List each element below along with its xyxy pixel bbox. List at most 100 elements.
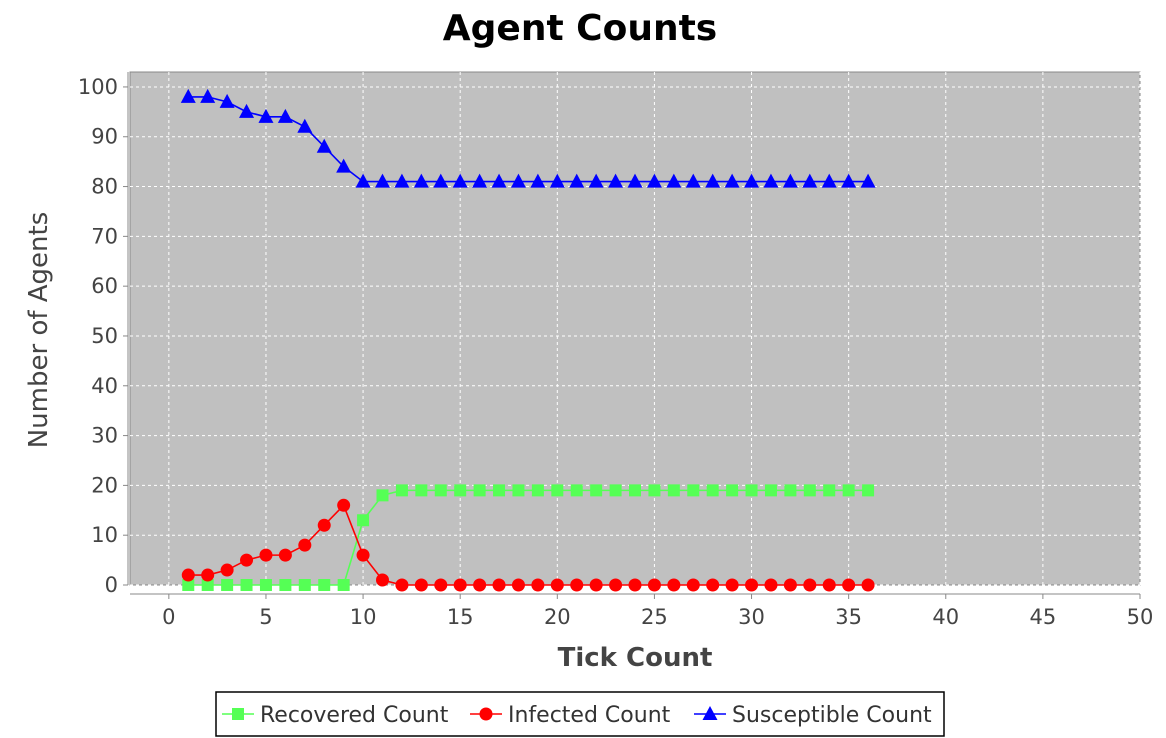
data-point-infected-count bbox=[861, 578, 875, 592]
x-tick-label: 35 bbox=[835, 605, 862, 629]
data-point-recovered-count bbox=[862, 484, 875, 497]
legend-marker-infected-count bbox=[479, 707, 493, 721]
y-tick-label: 30 bbox=[91, 424, 118, 448]
x-tick-label: 45 bbox=[1030, 605, 1057, 629]
data-point-infected-count bbox=[453, 578, 467, 592]
x-tick-label: 15 bbox=[447, 605, 474, 629]
data-point-infected-count bbox=[783, 578, 797, 592]
x-tick-label: 10 bbox=[350, 605, 377, 629]
data-point-recovered-count bbox=[570, 484, 583, 497]
data-point-susceptible-count bbox=[627, 173, 643, 188]
data-point-recovered-count bbox=[551, 484, 564, 497]
data-point-infected-count bbox=[822, 578, 836, 592]
data-point-susceptible-count bbox=[355, 173, 371, 188]
data-point-recovered-count bbox=[726, 484, 739, 497]
data-point-infected-count bbox=[201, 568, 215, 582]
x-tick-label: 5 bbox=[259, 605, 272, 629]
legend-label-recovered-count: Recovered Count bbox=[260, 703, 449, 728]
data-point-infected-count bbox=[725, 578, 739, 592]
data-point-susceptible-count bbox=[452, 173, 468, 188]
data-point-recovered-count bbox=[784, 484, 797, 497]
data-point-infected-count bbox=[667, 578, 681, 592]
data-point-infected-count bbox=[356, 548, 370, 562]
data-point-recovered-count bbox=[764, 484, 777, 497]
data-point-susceptible-count bbox=[530, 173, 546, 188]
data-point-susceptible-count bbox=[336, 158, 352, 173]
data-point-infected-count bbox=[240, 553, 254, 567]
data-point-recovered-count bbox=[221, 579, 234, 591]
x-axis-label: Tick Count bbox=[558, 643, 713, 673]
legend: Recovered Count Infected Count Susceptible… bbox=[215, 691, 945, 737]
data-point-infected-count bbox=[181, 568, 195, 582]
data-point-susceptible-count bbox=[472, 173, 488, 188]
data-point-susceptible-count bbox=[239, 103, 255, 118]
data-point-susceptible-count bbox=[763, 173, 779, 188]
data-point-infected-count bbox=[376, 573, 389, 587]
y-tick-label: 70 bbox=[91, 224, 118, 248]
data-point-susceptible-count bbox=[841, 173, 857, 188]
data-point-recovered-count bbox=[182, 579, 195, 591]
data-point-infected-count bbox=[550, 578, 564, 592]
data-point-infected-count bbox=[511, 578, 525, 592]
data-point-susceptible-count bbox=[510, 173, 526, 188]
y-tick-label: 20 bbox=[91, 473, 118, 497]
legend-box bbox=[215, 691, 945, 737]
data-point-susceptible-count bbox=[394, 173, 410, 188]
data-point-recovered-count bbox=[667, 484, 680, 497]
data-point-recovered-count bbox=[629, 484, 641, 497]
data-point-recovered-count bbox=[648, 484, 661, 497]
data-point-infected-count bbox=[686, 578, 700, 592]
data-point-infected-count bbox=[589, 578, 603, 592]
data-point-susceptible-count bbox=[724, 173, 740, 188]
data-point-susceptible-count bbox=[297, 118, 313, 133]
data-point-infected-count bbox=[337, 498, 351, 512]
data-point-susceptible-count bbox=[646, 173, 662, 188]
y-tick-label: 40 bbox=[91, 374, 118, 398]
data-point-susceptible-count bbox=[277, 108, 293, 123]
y-tick-label: 60 bbox=[91, 274, 118, 298]
data-point-infected-count bbox=[842, 578, 856, 592]
data-point-susceptible-count bbox=[491, 173, 507, 188]
data-point-infected-count bbox=[414, 578, 428, 592]
x-tick-label: 30 bbox=[738, 605, 765, 629]
data-point-recovered-count bbox=[706, 484, 719, 497]
data-point-infected-count bbox=[706, 578, 720, 592]
y-tick-label: 80 bbox=[91, 175, 118, 199]
data-point-recovered-count bbox=[590, 484, 603, 497]
data-point-recovered-count bbox=[376, 489, 389, 502]
data-point-recovered-count bbox=[395, 484, 408, 497]
x-tick-label: 20 bbox=[544, 605, 571, 629]
y-tick-label: 90 bbox=[91, 125, 118, 149]
data-point-susceptible-count bbox=[744, 173, 760, 188]
data-point-infected-count bbox=[434, 578, 448, 592]
data-point-susceptible-count bbox=[258, 108, 274, 123]
data-point-susceptible-count bbox=[200, 88, 216, 103]
y-axis-label: Number of Agents bbox=[24, 212, 54, 449]
data-point-recovered-count bbox=[201, 579, 214, 591]
data-point-recovered-count bbox=[454, 484, 467, 497]
data-point-infected-count bbox=[395, 578, 409, 592]
data-point-recovered-count bbox=[298, 579, 311, 591]
data-point-recovered-count bbox=[259, 579, 272, 591]
data-point-susceptible-count bbox=[705, 173, 721, 188]
legend-marker-recovered-count bbox=[232, 708, 244, 720]
data-point-infected-count bbox=[531, 578, 545, 592]
data-point-susceptible-count bbox=[549, 173, 565, 188]
data-point-recovered-count bbox=[803, 484, 816, 497]
data-point-recovered-count bbox=[823, 484, 836, 497]
data-point-recovered-count bbox=[240, 579, 253, 591]
data-point-recovered-count bbox=[609, 484, 622, 497]
legend-label-susceptible-count: Susceptible Count bbox=[732, 703, 932, 728]
data-point-susceptible-count bbox=[375, 173, 390, 188]
data-point-susceptible-count bbox=[860, 173, 876, 188]
data-point-recovered-count bbox=[473, 484, 486, 497]
data-point-infected-count bbox=[278, 548, 292, 562]
data-point-susceptible-count bbox=[588, 173, 604, 188]
data-point-recovered-count bbox=[531, 484, 544, 497]
data-point-susceptible-count bbox=[782, 173, 798, 188]
data-point-infected-count bbox=[570, 578, 584, 592]
legend-marker-susceptible-count bbox=[702, 706, 718, 720]
data-point-susceptible-count bbox=[685, 173, 701, 188]
